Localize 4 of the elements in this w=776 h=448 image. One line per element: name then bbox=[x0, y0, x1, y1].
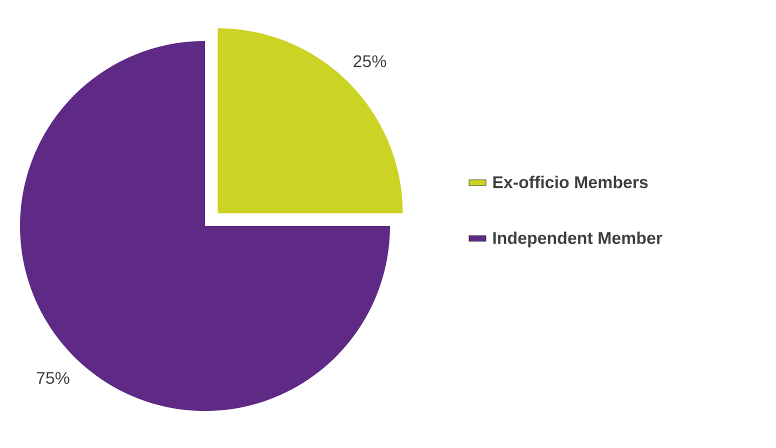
legend-label: Independent Member bbox=[493, 232, 662, 248]
data-label: 25% bbox=[354, 55, 386, 68]
legend-label: Ex-officio Members bbox=[493, 176, 648, 188]
data-label: 75% bbox=[36, 372, 70, 384]
